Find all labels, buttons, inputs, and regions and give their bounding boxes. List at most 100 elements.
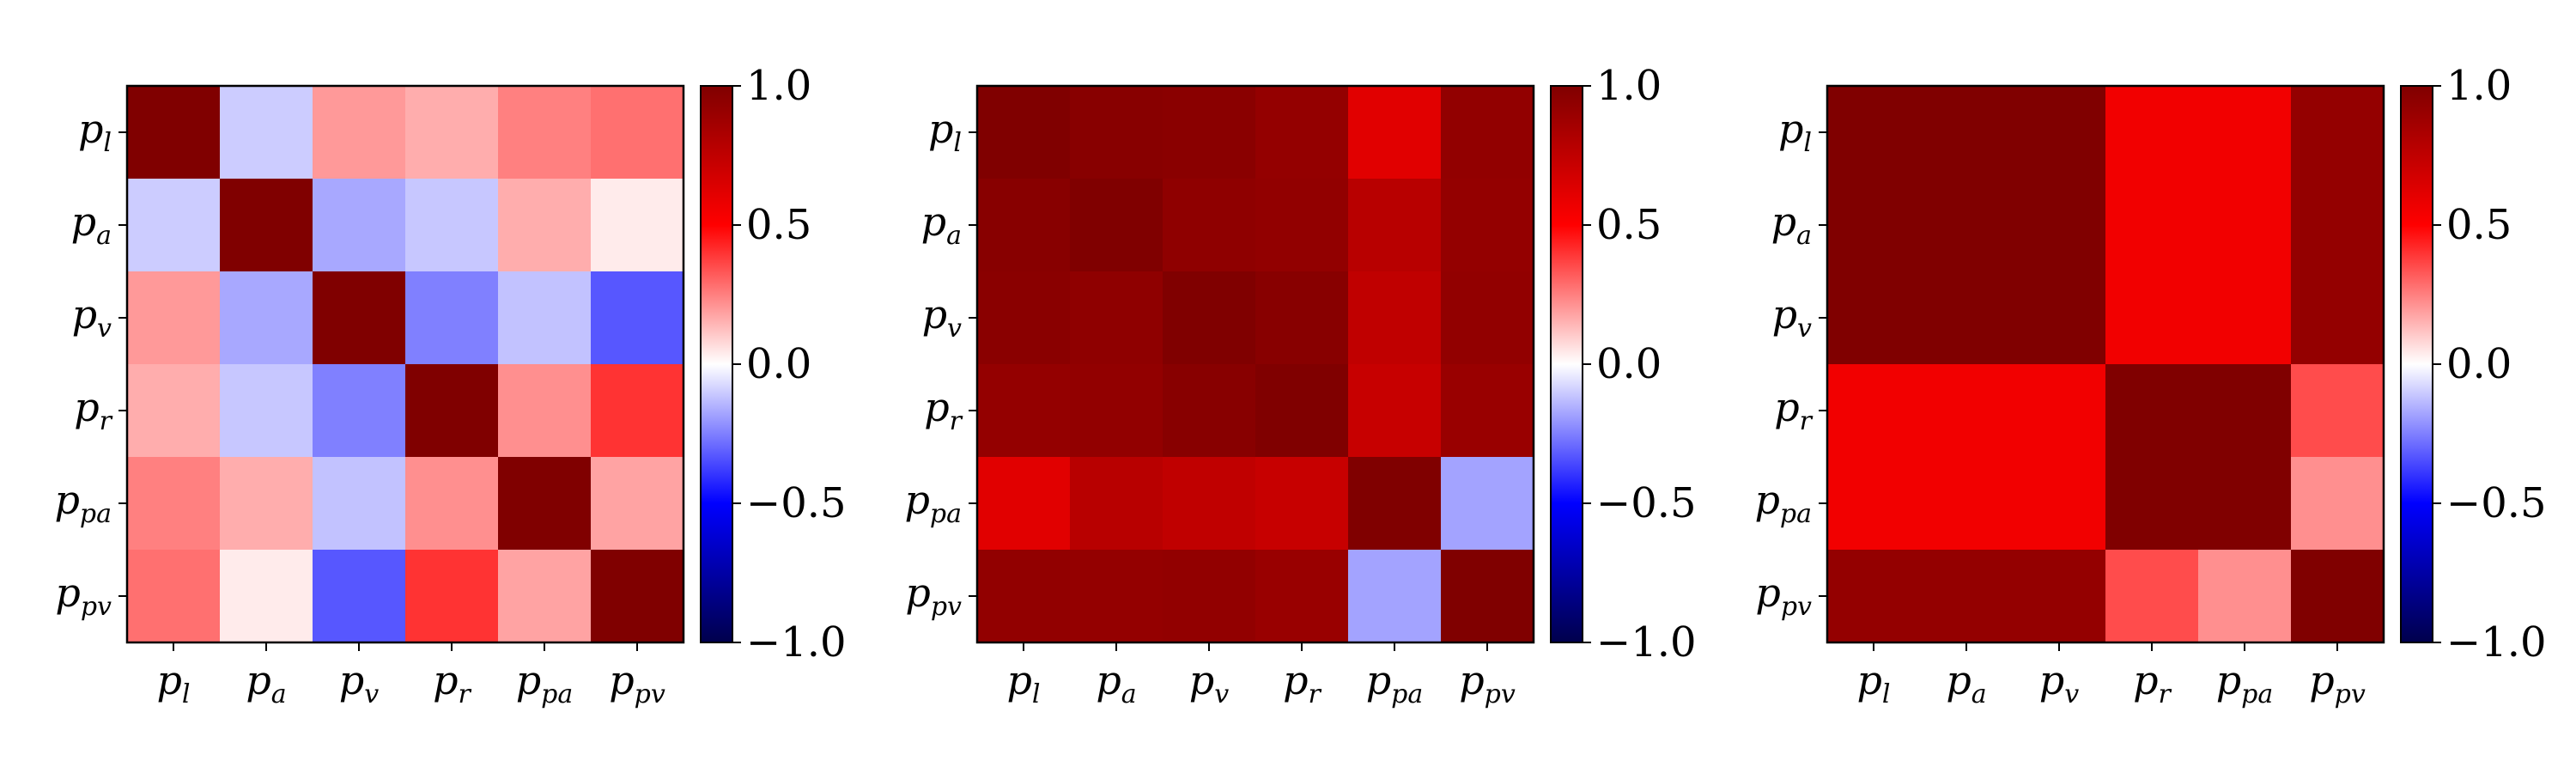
colorbar-2: 1.0 0.5 0.0 −0.5 −1.0 <box>1550 62 1697 666</box>
y-tick-label-p_a: pa <box>1771 198 1812 251</box>
heatmap-cell-p_v-p_pv <box>2291 271 2385 365</box>
heatmap-frame <box>125 84 685 644</box>
y-tick-label-p_v: pv <box>72 291 112 344</box>
heatmap-cell-p_pa-p_pv <box>2291 457 2385 551</box>
heatmap-cell-p_pa-p_pa <box>2198 457 2292 551</box>
heatmap-cell-p_a-p_pv <box>2291 179 2385 272</box>
x-tick-label-p_r: pr <box>433 657 471 709</box>
heatmap-cell-p_a-p_a <box>220 179 313 272</box>
y-tick-label-p_pv: ppv <box>1755 569 1812 622</box>
y-tick-label-p_pv: ppv <box>905 569 962 622</box>
heatmap-cell-p_a-p_pa <box>2198 179 2292 272</box>
heatmap-cell-p_v-p_a <box>220 271 313 365</box>
heatmap-cell-p_a-p_pa <box>1348 179 1442 272</box>
y-tick-label-p_pv: ppv <box>55 569 112 622</box>
y-tick-label-p_r: pr <box>924 384 963 436</box>
colorbar-gradient <box>2400 85 2433 643</box>
heatmap-cell-p_v-p_pa <box>2198 271 2292 365</box>
colorbar-tick-label-3: −0.5 <box>746 479 847 527</box>
x-tick-label-p_r: pr <box>2133 657 2172 709</box>
x-tick-label-p_l: pl <box>1856 657 1890 709</box>
heatmap-cell-p_pv-p_pv <box>1441 550 1534 643</box>
heatmap-cell-p_pv-p_v <box>2013 550 2106 643</box>
heatmap-frame <box>1826 84 2385 644</box>
heatmap-cell-p_v-p_r <box>2105 271 2199 365</box>
y-tick-label-p_a: pa <box>71 198 112 251</box>
colorbar-gradient <box>700 85 733 643</box>
heatmap-cell-p_pv-p_l <box>127 550 221 643</box>
heatmap-cell-p_pa-p_r <box>405 457 499 551</box>
heatmap-cell-p_v-p_pv <box>591 271 684 365</box>
heatmap-cell-p_pv-p_l <box>977 550 1071 643</box>
heatmap-cell-p_pa-p_r <box>2105 457 2199 551</box>
heatmap-cell-p_r-p_pa <box>2198 364 2292 458</box>
y-tick-label-p_a: pa <box>921 198 962 251</box>
heatmap-cell-p_pa-p_v <box>313 457 406 551</box>
x-tick-label-p_pv: ppv <box>2309 657 2366 709</box>
x-tick-label-p_pv: ppv <box>609 657 665 709</box>
heatmap-cell-p_l-p_v <box>313 86 406 180</box>
heatmap-cell-p_pv-p_r <box>1255 550 1349 643</box>
heatmap-cell-p_pv-p_a <box>1920 550 2014 643</box>
heatmap-cell-p_l-p_r <box>405 86 499 180</box>
heatmap-cell-p_pv-p_r <box>405 550 499 643</box>
heatmap-frame <box>975 84 1535 644</box>
colorbar-tick-label-1: 0.5 <box>1596 201 1662 249</box>
heatmap-cell-p_pa-p_pv <box>1441 457 1534 551</box>
heatmap-cell-p_a-p_pa <box>498 179 592 272</box>
heatmap-cell-p_a-p_l <box>1827 179 1921 272</box>
y-tick-label-p_l: pl <box>928 106 962 158</box>
heatmap-cell-p_l-p_a <box>220 86 313 180</box>
heatmap-cell-p_v-p_v <box>2013 271 2106 365</box>
y-tick-label-p_r: pr <box>74 384 112 436</box>
heatmap-cell-p_pv-p_v <box>313 550 406 643</box>
heatmap-cell-p_pv-p_pa <box>1348 550 1442 643</box>
colorbar-tick-label-4: −1.0 <box>1596 618 1697 666</box>
heatmap-cell-p_pv-p_pv <box>591 550 684 643</box>
heatmap-cell-p_pa-p_v <box>1163 457 1256 551</box>
colorbar-tick-label-4: −1.0 <box>746 618 847 666</box>
heatmap-cell-p_pa-p_l <box>127 457 221 551</box>
heatmap-cell-p_r-p_r <box>2105 364 2199 458</box>
heatmap-cell-p_l-p_pv <box>2291 86 2385 180</box>
heatmap-cell-p_a-p_v <box>313 179 406 272</box>
heatmap-cell-p_v-p_a <box>1920 271 2014 365</box>
heatmap-cell-p_l-p_a <box>1920 86 2014 180</box>
heatmap-cell-p_pv-p_pa <box>2198 550 2292 643</box>
heatmap-cell-p_r-p_v <box>2013 364 2106 458</box>
colorbar-tick-label-1: 0.5 <box>2446 201 2512 249</box>
heatmap-cell-p_r-p_pv <box>591 364 684 458</box>
x-tick-label-p_v: pv <box>339 657 379 709</box>
heatmap-cell-p_l-p_pa <box>2198 86 2292 180</box>
heatmap-cell-p_a-p_v <box>1163 179 1256 272</box>
heatmap-cell-p_r-p_a <box>1920 364 2014 458</box>
heatmap-cell-p_l-p_pv <box>1441 86 1534 180</box>
heatmap-cell-p_pa-p_v <box>2013 457 2106 551</box>
heatmap-cell-p_v-p_l <box>1827 271 1921 365</box>
heatmap-cell-p_r-p_pa <box>498 364 592 458</box>
heatmap-cell-p_r-p_l <box>127 364 221 458</box>
colorbar-tick-label-2: 0.0 <box>2446 340 2512 388</box>
heatmap-cell-p_pa-p_l <box>977 457 1071 551</box>
y-tick-label-p_pa: ppa <box>54 477 112 529</box>
heatmap-cell-p_l-p_l <box>127 86 221 180</box>
x-tick-label-p_pa: ppa <box>516 657 574 709</box>
heatmap-cell-p_r-p_a <box>220 364 313 458</box>
heatmap-cell-p_pv-p_pa <box>498 550 592 643</box>
heatmap-cell-p_v-p_l <box>127 271 221 365</box>
heatmap-cell-p_l-p_pv <box>591 86 684 180</box>
heatmap-cell-p_r-p_pv <box>1441 364 1534 458</box>
x-tick-label-p_l: pl <box>156 657 190 709</box>
x-tick-label-p_v: pv <box>2039 657 2079 709</box>
heatmap-cell-p_v-p_r <box>405 271 499 365</box>
heatmap-cell-p_pv-p_a <box>1070 550 1163 643</box>
heatmap-cell-p_pa-p_a <box>1920 457 2014 551</box>
y-tick-label-p_l: pl <box>1778 106 1812 158</box>
x-tick-label-p_a: pa <box>1946 657 1986 709</box>
heatmap-cell-p_r-p_l <box>977 364 1071 458</box>
colorbar-tick-label-2: 0.0 <box>1596 340 1662 388</box>
heatmap-cell-p_l-p_pa <box>498 86 592 180</box>
x-tick-label-p_v: pv <box>1189 657 1229 709</box>
